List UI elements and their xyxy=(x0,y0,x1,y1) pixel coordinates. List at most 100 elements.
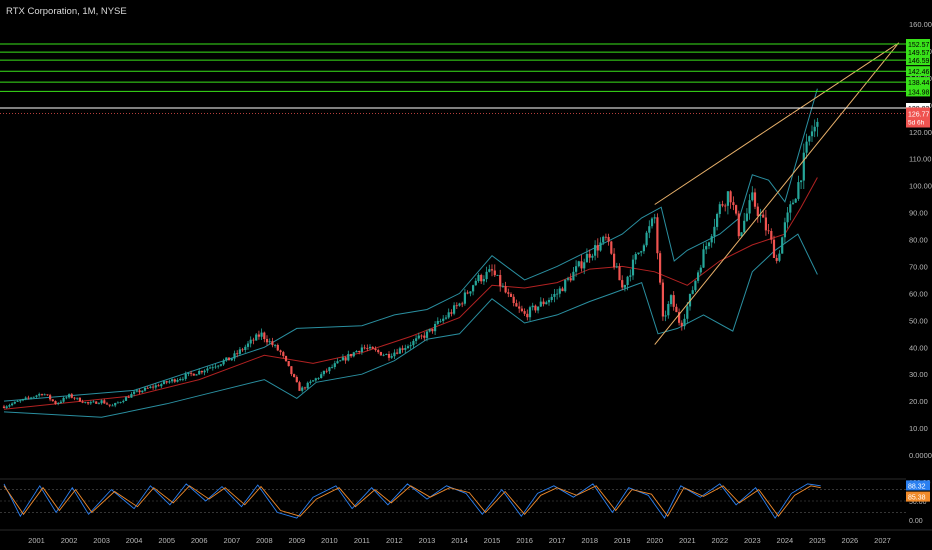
candle-body xyxy=(450,312,453,314)
candle-body xyxy=(32,396,35,398)
candle-body xyxy=(133,391,136,394)
candle-body xyxy=(726,191,729,206)
candle-body xyxy=(5,406,8,408)
candle-body xyxy=(303,387,307,389)
candle-body xyxy=(352,352,355,357)
candle-body xyxy=(76,397,79,399)
candle-body xyxy=(70,394,73,398)
x-tick-label: 2008 xyxy=(256,536,273,545)
candle-body xyxy=(103,400,106,404)
candle-body xyxy=(171,379,174,382)
candle-body xyxy=(219,364,222,366)
candle-body xyxy=(344,357,347,361)
candle-body xyxy=(499,275,502,287)
candle-body xyxy=(379,352,382,356)
y-tick-label: 40.00 xyxy=(909,343,928,352)
candle-body xyxy=(314,378,317,381)
price-axis[interactable]: 160.00150.00140.00130.00120.00110.00100.… xyxy=(909,20,932,460)
candle-body xyxy=(355,351,358,353)
candle-body xyxy=(735,205,738,214)
candle-body xyxy=(650,218,654,227)
candle-body xyxy=(770,231,773,240)
x-tick-label: 2023 xyxy=(744,536,761,545)
candle-body xyxy=(268,341,271,343)
candle-body xyxy=(374,348,377,350)
candle-body xyxy=(122,400,125,402)
candle-body xyxy=(198,371,201,375)
y-tick-label: 30.00 xyxy=(909,370,928,379)
candle-body xyxy=(87,402,90,404)
candle-body xyxy=(143,387,147,391)
candle-body xyxy=(238,349,241,354)
candle-body xyxy=(585,253,588,263)
candle-body xyxy=(382,354,385,356)
candle-body xyxy=(187,372,190,374)
x-tick-label: 2010 xyxy=(321,536,338,545)
candle-body xyxy=(360,347,363,352)
candle-body xyxy=(127,397,130,398)
candle-body xyxy=(767,230,770,232)
x-tick-label: 2022 xyxy=(711,536,728,545)
candle-body xyxy=(509,293,513,297)
candle-body xyxy=(477,275,480,281)
candle-body xyxy=(214,366,217,368)
candle-body xyxy=(599,242,602,251)
candle-body xyxy=(252,339,255,341)
x-tick-label: 2017 xyxy=(549,536,566,545)
candle-body xyxy=(664,315,667,317)
candle-body xyxy=(206,368,209,371)
candle-body xyxy=(490,269,494,271)
candle-body xyxy=(786,212,789,223)
candle-body xyxy=(778,253,781,261)
candle-body xyxy=(466,292,469,294)
price-panel[interactable] xyxy=(2,88,819,418)
candle-body xyxy=(447,312,450,318)
candle-body xyxy=(707,242,711,247)
candle-body xyxy=(263,332,266,339)
time-axis[interactable]: 2001 2002 2003 2004 2005 2006 2007 2008 2009 2010… xyxy=(0,529,932,545)
x-tick-label: 2012 xyxy=(386,536,403,545)
resistance-price-label-box xyxy=(906,55,930,66)
candle-body xyxy=(797,182,800,199)
candle-body xyxy=(439,320,442,322)
x-tick-label: 2006 xyxy=(191,536,208,545)
candle-body xyxy=(62,397,65,402)
candle-body xyxy=(672,295,675,307)
candle-body xyxy=(274,345,277,346)
candle-body xyxy=(659,253,662,283)
annotation-lines xyxy=(0,42,906,345)
candle-body xyxy=(398,348,401,354)
candle-body xyxy=(200,371,203,373)
candle-body xyxy=(396,352,399,354)
candle-body xyxy=(95,401,98,404)
y-tick-label: 60.00 xyxy=(909,289,928,298)
candle-body xyxy=(455,305,458,307)
y-tick-label: 110.00 xyxy=(909,155,931,164)
candle-body xyxy=(550,296,553,300)
candle-body xyxy=(265,339,269,343)
candle-body xyxy=(320,374,323,378)
candle-body xyxy=(545,302,548,305)
candle-body xyxy=(347,354,350,361)
resistance-price-label: 134.98 xyxy=(908,89,930,96)
candle-body xyxy=(808,136,811,142)
candle-body xyxy=(8,405,11,407)
resistance-price-label-box xyxy=(906,86,930,97)
candle-body xyxy=(637,252,640,254)
candle-body xyxy=(724,205,727,207)
candle-body xyxy=(753,192,757,207)
candle-body xyxy=(607,237,610,242)
candle-body xyxy=(675,306,678,313)
candle-body xyxy=(458,303,461,306)
candle-body xyxy=(461,303,464,305)
candle-body xyxy=(116,402,119,404)
candle-body xyxy=(444,317,448,319)
resistance-price-label: 142.46 xyxy=(908,69,930,76)
candle-body xyxy=(195,374,198,376)
candle-body xyxy=(764,217,767,231)
candle-body xyxy=(176,380,179,382)
candle-body xyxy=(431,328,434,332)
x-tick-label: 2002 xyxy=(61,536,78,545)
